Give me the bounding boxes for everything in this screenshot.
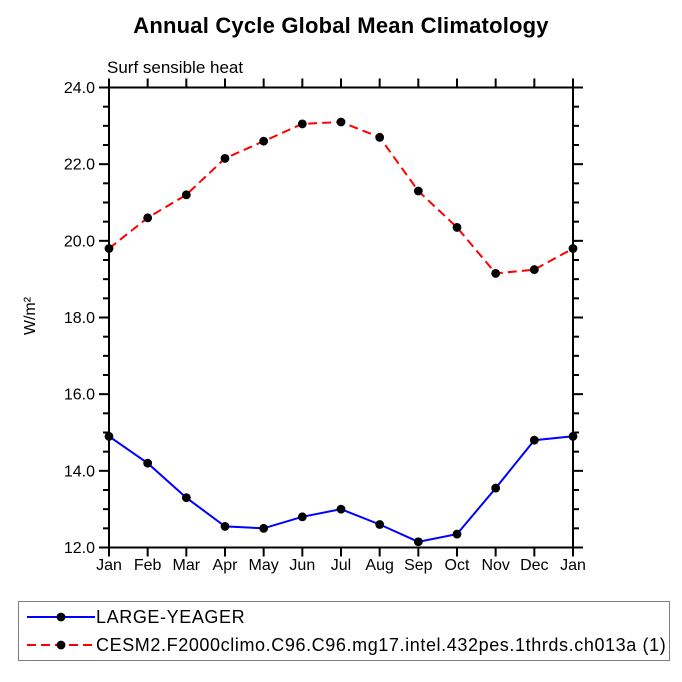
- data-point-marker: [375, 520, 385, 529]
- data-point-marker: [104, 431, 114, 441]
- y-tick-label: 16.0: [64, 387, 95, 404]
- x-tick-label: Dec: [520, 557, 548, 574]
- y-tick-label: 24.0: [64, 80, 95, 97]
- data-point-marker: [297, 512, 307, 522]
- data-point-marker: [452, 223, 462, 232]
- data-point-marker: [529, 265, 539, 274]
- legend-line-sample: [27, 640, 95, 650]
- data-point-marker: [413, 537, 423, 547]
- legend-item: LARGE-YEAGER: [19, 603, 669, 631]
- data-point-marker: [413, 186, 423, 196]
- plot-area: Jan Feb Mar Apr May Jun Jul Aug Sep Oct Nov Dec Jan1…: [64, 78, 586, 574]
- legend-marker: [56, 612, 66, 622]
- data-point-marker: [375, 132, 385, 142]
- data-point-marker: [491, 483, 501, 493]
- data-point-marker: [143, 213, 153, 223]
- data-point-marker: [220, 154, 230, 163]
- x-tick-label: Jun: [289, 557, 315, 574]
- y-tick-label: 18.0: [64, 310, 95, 327]
- data-point-marker: [297, 119, 307, 129]
- legend-line-sample: [27, 612, 95, 622]
- y-tick-label: 12.0: [64, 540, 95, 557]
- data-point-marker: [259, 136, 269, 146]
- chart-subtitle: Surf sensible heat: [107, 58, 244, 77]
- data-point-marker: [181, 190, 191, 200]
- series-line-dashed: [108, 120, 574, 275]
- data-point-marker: [568, 244, 578, 253]
- y-tick-label: 14.0: [64, 463, 95, 480]
- legend-marker: [56, 640, 66, 650]
- data-point-marker: [336, 504, 346, 514]
- x-tick-label: Jan: [560, 557, 586, 574]
- data-point-marker: [452, 529, 462, 539]
- x-tick-label: Oct: [445, 557, 470, 574]
- x-tick-label: Aug: [365, 557, 393, 574]
- chart-title: Annual Cycle Global Mean Climatology: [133, 13, 549, 38]
- data-point-marker: [259, 523, 269, 533]
- legend-item: CESM2.F2000climo.C96.C96.mg17.intel.432p…: [19, 631, 669, 659]
- x-tick-label: Jan: [96, 557, 122, 574]
- y-tick-label: 20.0: [64, 233, 95, 250]
- x-tick-label: Nov: [481, 557, 509, 574]
- data-point-marker: [568, 431, 578, 441]
- x-tick-label: Sep: [404, 557, 433, 574]
- series-line-solid: [108, 435, 574, 543]
- x-tick-label: Mar: [173, 557, 201, 574]
- data-point-marker: [104, 244, 114, 253]
- data-point-marker: [529, 435, 539, 445]
- data-point-marker: [220, 522, 230, 531]
- x-tick-label: Feb: [134, 557, 162, 574]
- data-point-marker: [491, 269, 501, 278]
- data-point-marker: [336, 117, 346, 127]
- x-tick-label: Jul: [331, 557, 351, 574]
- legend: LARGE-YEAGER CESM2.F2000climo.C96.C96.mg1…: [18, 601, 670, 661]
- legend-item-label: CESM2.F2000climo.C96.C96.mg17.intel.432p…: [96, 634, 667, 655]
- data-point-marker: [181, 493, 191, 503]
- legend-item-label: LARGE-YEAGER: [96, 606, 246, 627]
- data-point-marker: [143, 458, 153, 468]
- y-tick-label: 22.0: [64, 157, 95, 174]
- x-tick-label: Apr: [213, 557, 239, 574]
- x-tick-label: May: [249, 557, 279, 574]
